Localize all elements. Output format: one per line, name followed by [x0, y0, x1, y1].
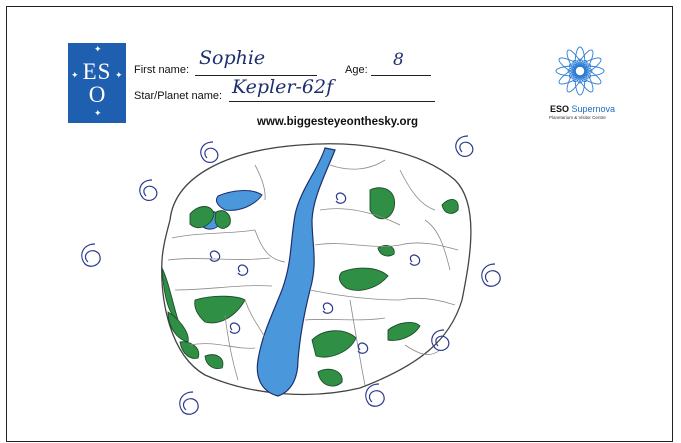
eso-logo: ✦ ✦ ✦ ✦ ES O	[68, 43, 126, 123]
land-patch	[377, 245, 395, 257]
swirl-icon	[209, 250, 221, 262]
swirl-icon	[455, 135, 474, 158]
logo-star-icon: ✦	[94, 45, 102, 55]
planet-name-value: Kepler-62f	[232, 76, 334, 98]
land-patch	[167, 311, 189, 343]
worksheet-border	[6, 6, 673, 442]
land-patch	[161, 267, 179, 321]
swirl-icon	[139, 179, 158, 202]
website-url: www.biggesteyeonthesky.org	[257, 116, 419, 128]
river-shape	[256, 147, 336, 397]
first-name-label: First name:	[134, 64, 190, 76]
swirl-icon	[322, 302, 334, 314]
logo-star-icon: ✦	[115, 71, 123, 81]
land-patch	[204, 354, 224, 369]
land-patch	[194, 295, 246, 324]
swirl-icon	[365, 383, 385, 407]
swirl-icon	[200, 141, 219, 164]
supernova-subtitle: Planetarium & Visitor Centre	[549, 115, 606, 120]
land-patch	[317, 368, 343, 387]
logo-star-icon: ✦	[71, 71, 79, 81]
land-patch	[214, 210, 231, 229]
supernova-brand: ESO	[550, 104, 570, 114]
supernova-star-logo-icon	[555, 46, 605, 96]
swirl-icon	[237, 264, 249, 276]
planet-name-label: Star/Planet name:	[134, 90, 223, 102]
lake-shape	[215, 190, 263, 211]
logo-star-icon: ✦	[94, 109, 102, 119]
land-patch	[179, 341, 200, 359]
planet-outline	[161, 143, 472, 396]
eso-logo-text-bottom: O	[88, 82, 106, 107]
land-patch	[441, 199, 459, 214]
supernova-name: Supernova	[571, 104, 616, 114]
swirl-icon	[357, 342, 369, 354]
planet-name-underline	[229, 100, 435, 102]
first-name-underline	[195, 74, 317, 76]
swirl-icon	[179, 391, 199, 415]
land-patch	[387, 322, 421, 341]
land-patch	[338, 267, 389, 291]
swirl-icon	[481, 263, 501, 287]
land-patch	[189, 206, 215, 228]
swirl-icon	[409, 254, 421, 266]
age-underline	[371, 74, 431, 76]
first-name-value: Sophie	[199, 47, 266, 69]
land-patch	[369, 187, 396, 220]
age-value: 8	[393, 50, 404, 70]
swirl-icon	[431, 329, 450, 352]
swirl-icon	[335, 192, 347, 204]
swirl-icon	[229, 322, 241, 334]
swirl-icon	[81, 243, 101, 267]
eso-logo-text-top: ES	[82, 59, 112, 84]
age-label: Age:	[345, 64, 368, 76]
supernova-title: ESO Supernova	[550, 104, 615, 114]
land-patch	[311, 330, 357, 358]
